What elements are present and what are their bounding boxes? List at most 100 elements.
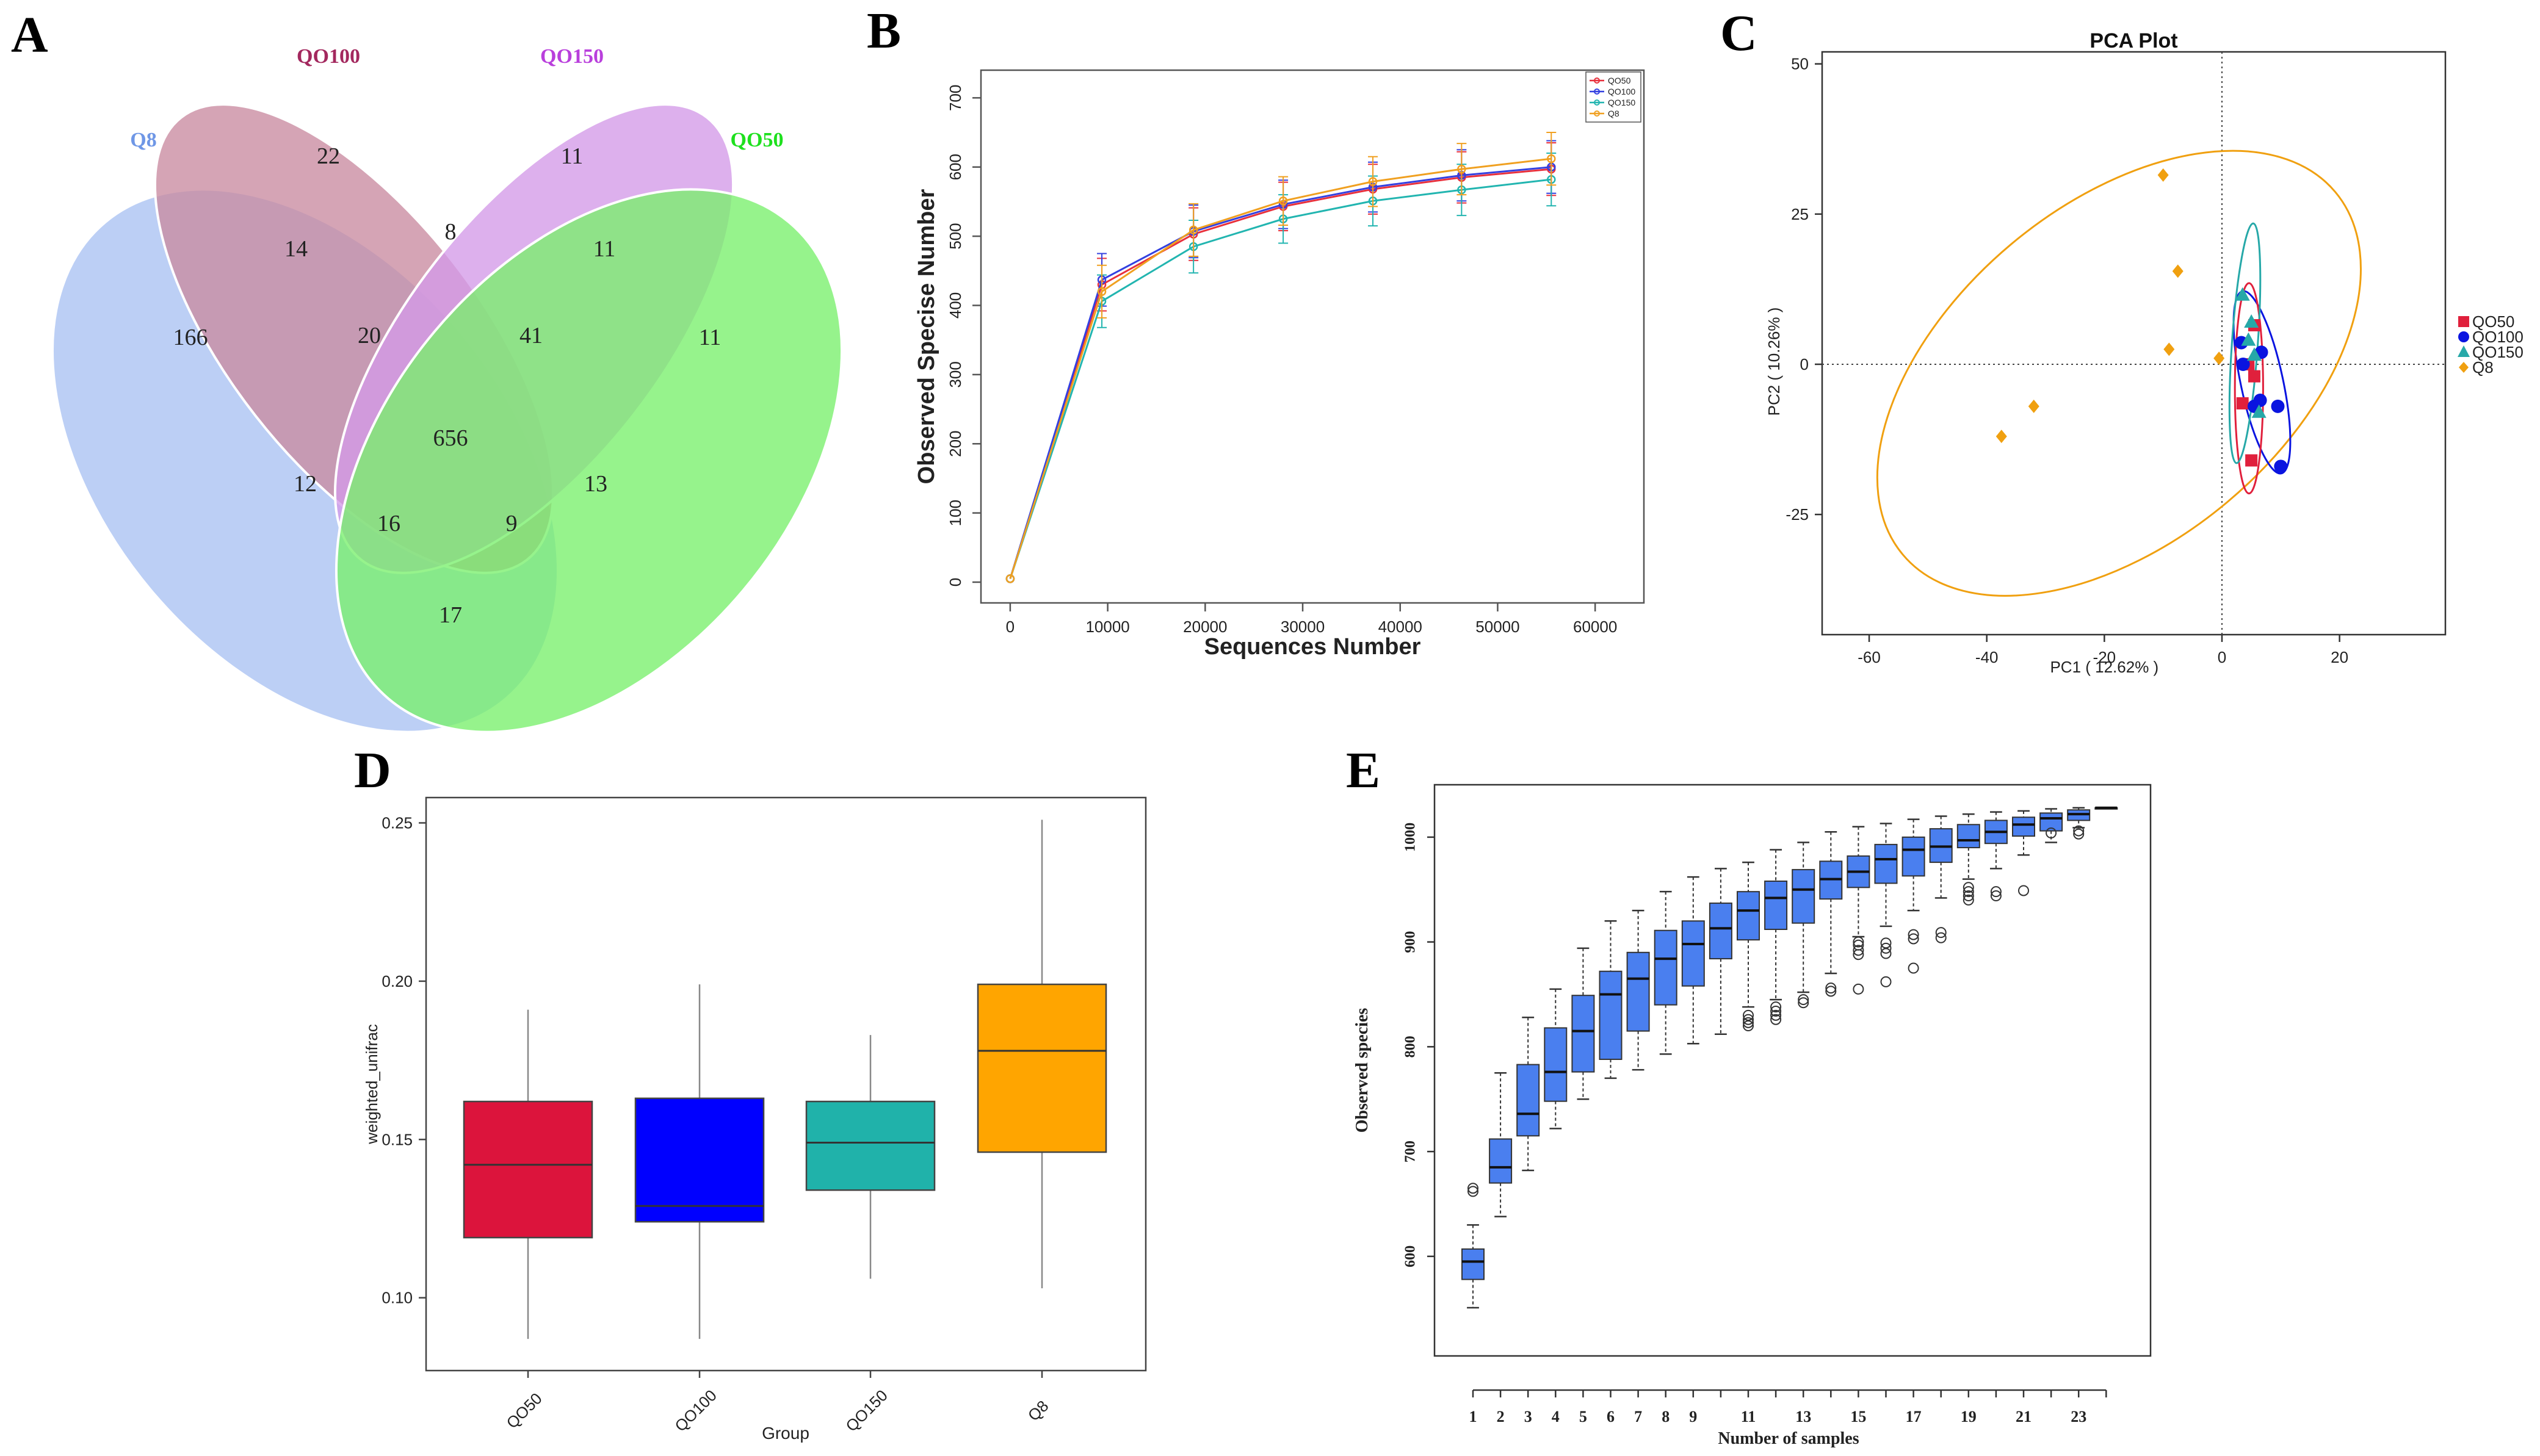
point-triangle [2244, 314, 2259, 328]
series-point [1547, 154, 1556, 164]
legend-label: Q8 [1608, 109, 1619, 118]
venn-label-qo150: QO150 [540, 45, 604, 68]
venn-label-qo50: QO50 [731, 129, 784, 151]
outlier-point [1798, 997, 1809, 1009]
venn-region-value: 16 [377, 511, 400, 536]
outlier-point [1467, 1186, 1478, 1197]
series-point [1457, 164, 1466, 174]
point-circle [2236, 357, 2250, 371]
legend-marker [2458, 345, 2470, 357]
venn-region-value: 12 [294, 471, 317, 497]
x-tick-label: 3 [1524, 1408, 1532, 1425]
x-tick-label: 23 [2071, 1408, 2086, 1425]
x-tick-label: 0 [2218, 648, 2226, 666]
legend-label: Q8 [2472, 358, 2494, 377]
box-qo100 [634, 1097, 765, 1223]
point-diamond [2213, 351, 2225, 366]
box [1654, 929, 1677, 1006]
x-tick-label: 2 [1497, 1408, 1505, 1425]
outlier-point [1770, 1001, 1782, 1013]
y-tick-label: 400 [946, 292, 964, 319]
x-tick-label: -40 [1975, 648, 1999, 666]
outlier-point [1467, 1183, 1478, 1194]
outlier-point [1770, 1009, 1782, 1021]
legend-marker [2459, 362, 2469, 373]
legend-marker [2458, 316, 2469, 327]
point-diamond [2028, 399, 2039, 413]
venn-region-value: 14 [284, 236, 308, 262]
x-tick-label: 6 [1607, 1408, 1615, 1425]
legend-marker [1594, 88, 1600, 95]
outlier-point [1880, 948, 1892, 959]
panel-letter-b: B [867, 2, 901, 59]
x-axis-label: PC1 ( 12.62% ) [2050, 658, 2158, 676]
box [1571, 995, 1595, 1073]
x-tick-label: 10000 [1085, 618, 1129, 636]
series-point [1097, 287, 1107, 297]
legend-label: QO150 [1608, 98, 1635, 107]
panel-letter-d: D [354, 742, 391, 799]
plot-frame [1433, 784, 2152, 1357]
legend-box [1585, 71, 1641, 123]
plot-frame [1821, 51, 2447, 636]
box [1764, 881, 1788, 931]
y-tick-label: 0 [946, 578, 964, 586]
box [1792, 869, 1815, 924]
y-tick-label: 300 [946, 361, 964, 387]
box [1544, 1027, 1568, 1102]
panel-letter-a: A [11, 7, 48, 63]
y-tick-label: -25 [1786, 505, 1809, 524]
point-circle [2253, 394, 2267, 408]
x-tick-label: 60000 [1573, 618, 1617, 636]
chart-title: PCA Plot [2090, 29, 2177, 52]
y-tick-label: 700 [1403, 1141, 1419, 1162]
x-tick-label: 5 [1579, 1408, 1587, 1425]
box [1681, 920, 1705, 987]
box [1626, 951, 1650, 1032]
y-tick-label: 600 [1403, 1245, 1419, 1267]
box [1901, 836, 1925, 877]
box [1709, 903, 1732, 960]
outlier-point [2073, 825, 2085, 837]
x-tick-label: 19 [1961, 1408, 1977, 1425]
outlier-point [1908, 933, 1919, 945]
venn-region-value: 11 [561, 143, 584, 169]
confidence-ellipse [2234, 282, 2264, 495]
point-triangle [2235, 287, 2250, 301]
plot-frame [425, 796, 1147, 1372]
outlier-point [1825, 986, 1837, 997]
y-tick-label: 25 [1791, 205, 1809, 223]
outlier-point [1990, 886, 2002, 898]
legend-label: QO100 [1608, 87, 1635, 96]
x-tick-label: 0 [1006, 618, 1015, 636]
legend-marker [1594, 110, 1600, 117]
x-tick-label: 8 [1662, 1408, 1670, 1425]
point-triangle [2251, 404, 2267, 418]
y-axis-label: PC2 ( 10.26% ) [1765, 308, 1783, 416]
legend-marker [1594, 77, 1600, 84]
y-tick-label: 0.20 [382, 972, 413, 990]
outlier-point [1935, 927, 1947, 939]
panel-letter-c: C [1720, 5, 1757, 62]
x-axis-label: Number of samples [1718, 1429, 1859, 1448]
venn-label-q8: Q8 [130, 129, 156, 151]
x-tick-label: -20 [2093, 648, 2116, 666]
y-axis-label: Observed Specise Number [914, 189, 939, 484]
outlier-point [1880, 942, 1892, 954]
outlier-point [1770, 1014, 1782, 1025]
x-tick-label: 30000 [1281, 618, 1325, 636]
venn-region-value: 41 [519, 323, 543, 348]
outlier-point [1935, 932, 1947, 943]
x-axis-label: Group [762, 1424, 809, 1443]
point-diamond [2157, 168, 2169, 182]
venn-set-qo50 [335, 188, 843, 733]
panel-letter-e: E [1346, 742, 1380, 799]
series-line-qo150 [1009, 178, 1552, 579]
x-tick-label: 50000 [1475, 618, 1519, 636]
venn-region-value: 13 [584, 471, 607, 497]
outlier-point [1990, 890, 2002, 902]
outlier-point [1743, 1009, 1754, 1021]
venn-label-qo100: QO100 [297, 45, 360, 68]
series-point [1005, 574, 1015, 583]
